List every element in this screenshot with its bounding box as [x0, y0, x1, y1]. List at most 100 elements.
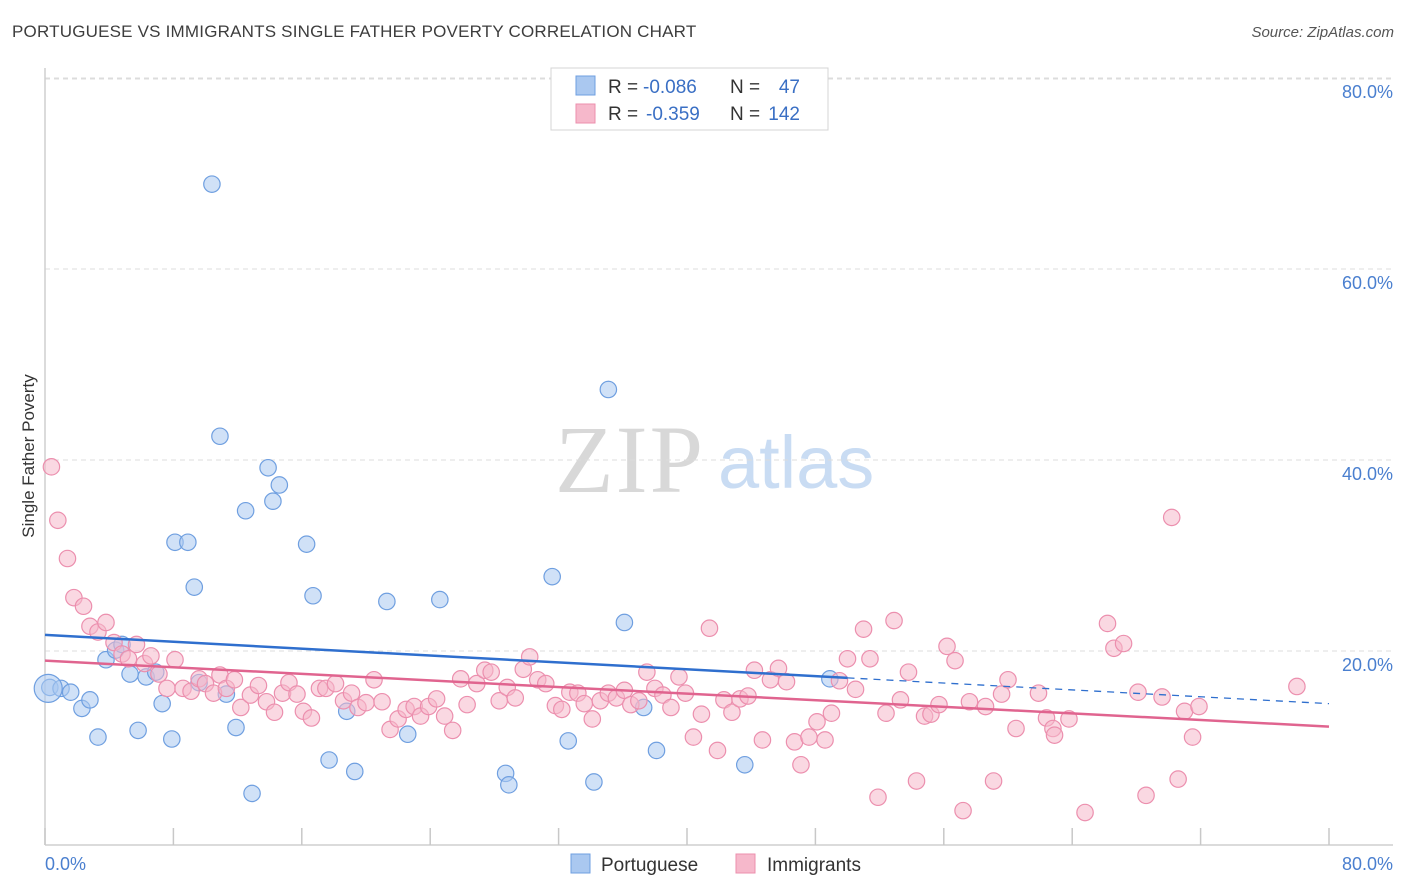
portuguese-point-23 — [236, 501, 255, 520]
portuguese-point-44 — [647, 741, 666, 760]
immigrants-point-88 — [723, 703, 741, 722]
immigrants-point-2 — [58, 549, 77, 568]
trendline-immigrants — [44, 659, 1330, 728]
legend-bottom: Portuguese Immigrants — [570, 853, 861, 876]
immigrants-point-27 — [249, 676, 268, 695]
immigrants-point-24 — [225, 670, 244, 689]
immigrants-point-106 — [861, 649, 879, 668]
immigrants-point-50 — [427, 690, 446, 708]
portuguese-point-24 — [243, 784, 261, 803]
source-label: Source: ZipAtlas.com — [1251, 24, 1394, 41]
immigrants-point-105 — [854, 620, 873, 638]
portuguese-point-2 — [61, 683, 80, 701]
immigrants-point-102 — [830, 671, 849, 690]
immigrants-point-0 — [42, 458, 61, 476]
portuguese-point-37 — [500, 776, 518, 794]
immigrants-point-16 — [166, 650, 184, 669]
immigrants-point-84 — [692, 705, 711, 723]
portuguese-point-29 — [304, 586, 322, 605]
legend-r-value-immigrants: -0.359 — [646, 104, 700, 125]
immigrants-point-112 — [907, 772, 926, 790]
immigrants-point-60 — [506, 689, 525, 707]
portuguese-point-16 — [179, 533, 197, 552]
legend-top-box — [550, 67, 829, 131]
immigrants-point-100 — [816, 731, 834, 749]
immigrants-point-41 — [357, 693, 375, 712]
immigrants-point-116 — [938, 637, 956, 656]
y-axis-tick-labels: 20.0% 40.0% 60.0% 80.0% — [1342, 82, 1393, 675]
immigrants-point-109 — [885, 611, 903, 630]
legend-r-label-immigrants: R = — [608, 104, 638, 125]
immigrants-point-135 — [1137, 786, 1155, 805]
immigrants-point-123 — [999, 670, 1017, 689]
immigrants-point-57 — [482, 663, 500, 681]
immigrants-point-141 — [1190, 697, 1208, 716]
immigrants-point-140 — [1183, 728, 1202, 746]
immigrants-point-91 — [745, 661, 764, 680]
immigrants-point-14 — [150, 665, 168, 683]
legend-n-value-immigrants: 142 — [768, 104, 800, 125]
portuguese-point-42 — [615, 613, 634, 632]
immigrants-point-70 — [583, 710, 602, 728]
legend-bottom-label-immigrants: Immigrants — [767, 855, 861, 876]
immigrants-point-76 — [630, 691, 648, 710]
immigrants-point-10 — [119, 649, 138, 668]
immigrants-point-133 — [1114, 634, 1133, 653]
legend-bottom-swatch-portuguese — [570, 853, 591, 874]
immigrants-point-62 — [520, 648, 539, 666]
immigrants-point-81 — [670, 668, 688, 686]
immigrants-point-122 — [992, 685, 1011, 703]
immigrants-point-18 — [182, 682, 200, 701]
immigrants-point-86 — [708, 741, 727, 760]
immigrants-point-134 — [1129, 683, 1147, 701]
legend-r-value-portuguese: -0.086 — [643, 77, 697, 98]
immigrants-point-4 — [74, 597, 93, 616]
legend-n-label-portuguese: N = — [730, 77, 760, 98]
portuguese-point-28 — [297, 535, 316, 553]
immigrants-point-51 — [435, 707, 454, 725]
immigrants-point-142 — [1288, 677, 1306, 696]
legend-swatch-portuguese — [575, 75, 596, 96]
immigrants-point-29 — [265, 703, 284, 722]
portuguese-point-cluster — [33, 673, 63, 703]
portuguese-point-26 — [264, 492, 282, 510]
immigrants-point-104 — [846, 680, 865, 699]
y-tick-label-20: 20.0% — [1342, 655, 1393, 675]
trendline-portuguese-extension — [847, 677, 1330, 705]
portuguese-point-33 — [378, 592, 396, 611]
immigrants-point-97 — [792, 755, 810, 774]
portuguese-point-4 — [81, 691, 99, 709]
portuguese-point-39 — [559, 732, 578, 750]
legend-bottom-label-portuguese: Portuguese — [601, 855, 698, 876]
immigrants-point-107 — [869, 788, 887, 807]
legend-n-label-immigrants: N = — [730, 104, 760, 125]
immigrants-point-1 — [49, 511, 67, 530]
immigrants-point-92 — [753, 731, 772, 749]
immigrants-point-108 — [877, 704, 895, 723]
immigrants-point-117 — [946, 651, 964, 670]
immigrants-point-137 — [1162, 508, 1181, 527]
immigrants-point-54 — [458, 695, 476, 714]
immigrants-point-32 — [288, 685, 306, 703]
immigrants-point-83 — [684, 728, 703, 746]
legend-top: R = -0.086 N = 47 R = -0.359 N = 142 — [550, 67, 829, 131]
x-axis-ticks — [44, 828, 1330, 845]
immigrants-point-15 — [158, 679, 176, 698]
immigrants-point-52 — [443, 721, 462, 740]
portuguese-point-20 — [211, 427, 229, 446]
immigrants-point-53 — [451, 670, 470, 688]
immigrants-point-138 — [1169, 770, 1187, 788]
portuguese-point-19 — [203, 175, 221, 193]
immigrants-point-42 — [365, 670, 383, 689]
immigrants-point-136 — [1153, 688, 1171, 706]
immigrants-point-131 — [1098, 614, 1117, 633]
y-tick-label-60: 60.0% — [1342, 273, 1393, 293]
immigrants-point-118 — [954, 801, 972, 820]
immigrants-point-69 — [575, 694, 594, 713]
portuguese-point-41 — [599, 380, 618, 399]
immigrants-point-120 — [976, 697, 995, 716]
trendline-portuguese — [44, 633, 848, 680]
portuguese-point-45 — [735, 755, 754, 774]
immigrants-point-103 — [838, 649, 857, 668]
